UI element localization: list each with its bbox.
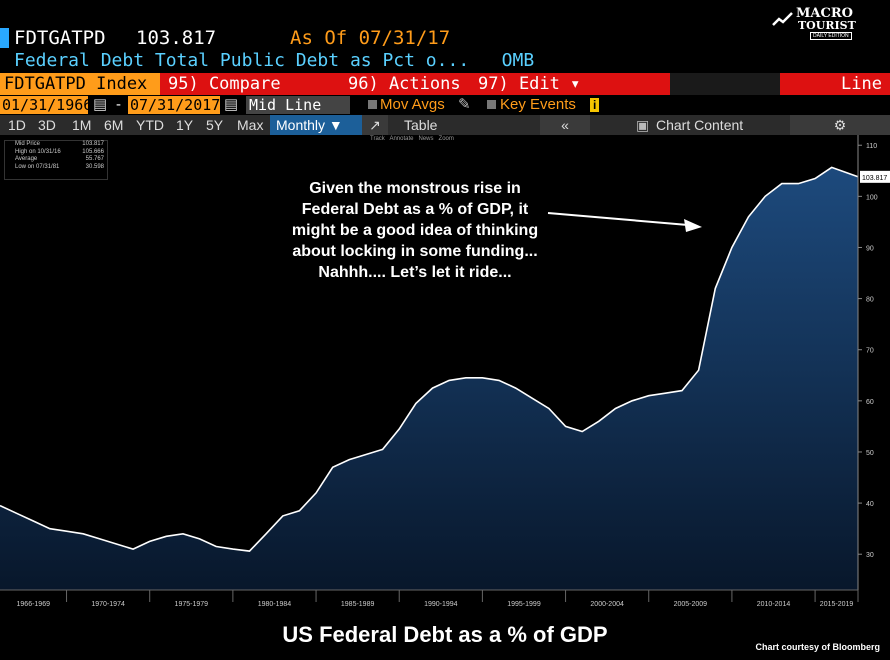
x-tick-label: 1985-1989 <box>341 601 375 608</box>
chart-title: US Federal Debt as a % of GDP <box>282 622 608 647</box>
settings-gear-icon[interactable]: ⚙ <box>790 115 890 135</box>
y-tick-label: 50 <box>866 450 874 457</box>
y-tick-label: 30 <box>866 552 874 559</box>
field-select[interactable]: Mid Line <box>246 96 350 114</box>
key-events-checkbox[interactable] <box>487 100 496 109</box>
tool-news[interactable]: News <box>418 136 434 142</box>
logo-line1: MACRO <box>796 6 853 21</box>
as-of-date: As Of 07/31/17 <box>290 27 451 49</box>
date-controls: 01/31/1966 ▤ - 07/31/2017 ▤ Mid Line Mov… <box>0 95 890 115</box>
command-bar: FDTGATPD Index 95) Compare 96) Actions ▾… <box>0 73 890 116</box>
line-chart-icon[interactable]: ↗ <box>362 115 388 135</box>
legend-average: Average 55.767 <box>15 156 104 162</box>
y-tick-label: 70 <box>866 348 874 355</box>
compare-button[interactable]: 95) Compare <box>160 73 340 95</box>
chart-tools: Track Annotate News Zoom <box>370 136 454 142</box>
annotation-arrow-head <box>684 219 702 232</box>
period-max[interactable]: Max <box>237 117 264 133</box>
x-tick-label: 2005-2009 <box>674 601 708 608</box>
logo-chart-icon <box>772 12 793 26</box>
period-toolbar: 1D 3D 1M 6M YTD 1Y 5Y Max Monthly ▼ ↗ Ta… <box>0 115 890 135</box>
table-button[interactable]: Table <box>404 117 438 133</box>
end-date-field[interactable]: 07/31/2017 <box>128 96 221 114</box>
calendar-icon[interactable]: ▤ <box>93 96 108 113</box>
last-price: 103.817 <box>136 27 217 49</box>
collapse-icon[interactable]: « <box>540 115 590 135</box>
chart-annotation: Given the monstrous rise in Federal Debt… <box>291 180 539 281</box>
key-events-label: Key Events <box>500 96 576 113</box>
debt-area-fill <box>0 167 858 590</box>
tool-track[interactable]: Track <box>370 136 385 142</box>
x-tick-label: 1975-1979 <box>175 601 209 608</box>
period-1d[interactable]: 1D <box>8 117 26 133</box>
info-icon[interactable]: i <box>590 98 600 112</box>
chart-credit: Chart courtesy of Bloomberg <box>755 642 880 652</box>
x-tick-label: 2010-2014 <box>757 601 791 608</box>
chart-type-label[interactable]: Line Chart <box>780 73 890 116</box>
y-tick-label: 80 <box>866 297 874 304</box>
frequency-select[interactable]: Monthly ▼ <box>270 115 362 135</box>
index-field[interactable]: FDTGATPD Index <box>0 73 160 95</box>
mov-avgs-checkbox[interactable] <box>368 100 377 109</box>
x-tick-label: 2000-2004 <box>590 601 624 608</box>
start-date-field[interactable]: 01/31/1966 <box>0 96 93 114</box>
mov-avgs-label: Mov Avgs <box>380 96 445 113</box>
security-header: FDTGATPD 103.817 As Of 07/31/17 <box>0 26 890 50</box>
y-tick-label: 110 <box>866 143 877 150</box>
x-tick-label: 1995-1999 <box>507 601 541 608</box>
y-tick-label: 40 <box>866 501 874 508</box>
legend-low: Low on 07/31/81 30.598 <box>15 163 104 170</box>
calendar-icon[interactable]: ▤ <box>224 96 239 113</box>
x-tick-label: 1966-1969 <box>17 601 51 608</box>
last-value-box <box>860 170 890 183</box>
y-tick-label: 90 <box>866 245 874 252</box>
debt-area-chart: 30 40 50 60 70 80 90 100 110 103.817 1966-1969 1970… <box>0 135 890 608</box>
tool-zoom[interactable]: Zoom <box>438 136 454 142</box>
chart-legend: Mid Price 103.817 High on 10/31/16 105.666… <box>4 140 108 180</box>
x-tick-label: 1980-1984 <box>258 601 292 608</box>
logo-line3: DAILY EDITION <box>810 32 852 40</box>
period-6m[interactable]: 6M <box>104 117 124 133</box>
security-description: Federal Debt Total Public Debt as Pct o.… <box>14 50 535 71</box>
debt-series-line <box>0 166 859 552</box>
x-tick-label: 2015-2019 <box>820 601 854 608</box>
logo-line2: TOURIST <box>798 19 856 32</box>
x-tick-label: 1990-1994 <box>424 601 458 608</box>
pencil-icon[interactable]: ✎ <box>458 96 471 113</box>
x-tick-label: 1970-1974 <box>91 601 125 608</box>
edit-menu[interactable]: 97) Edit ▾ <box>470 73 670 95</box>
period-ytd[interactable]: YTD <box>136 117 164 133</box>
period-1m[interactable]: 1M <box>72 117 92 133</box>
tool-annotate[interactable]: Annotate <box>389 136 414 142</box>
period-5y[interactable]: 5Y <box>206 117 224 133</box>
header-marker <box>0 28 9 48</box>
date-separator: - <box>116 96 121 113</box>
y-tick-label: 60 <box>866 399 874 406</box>
last-value-label: 103.817 <box>862 175 887 182</box>
period-3d[interactable]: 3D <box>38 117 56 133</box>
y-tick-label: 100 <box>866 194 878 201</box>
chart-content-button[interactable]: Chart Content <box>656 117 744 133</box>
ticker: FDTGATPD <box>14 27 106 49</box>
legend-mid-price: Mid Price 103.817 <box>15 141 104 147</box>
period-1y[interactable]: 1Y <box>176 117 194 133</box>
chart-content-icon: ▣ <box>636 117 650 133</box>
legend-high: High on 10/31/16 105.666 <box>15 148 104 155</box>
actions-menu[interactable]: 96) Actions ▾ <box>340 73 470 116</box>
macro-tourist-logo: MACRO TOURIST DAILY EDITION <box>772 6 880 40</box>
annotation-arrow-line <box>547 212 689 226</box>
